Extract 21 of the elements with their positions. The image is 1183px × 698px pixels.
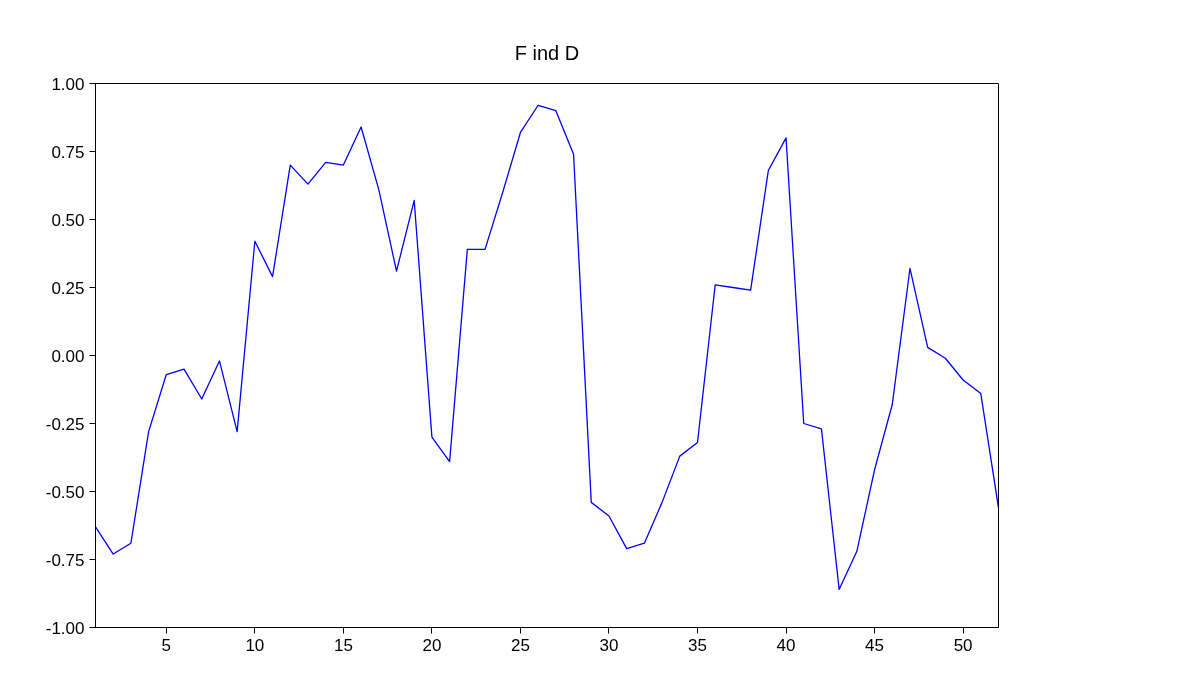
chart-title: F ind D	[514, 41, 580, 64]
x-tick-label: 10	[245, 635, 265, 655]
y-tick-label: 1.00	[51, 74, 85, 94]
y-tick-label: -1.00	[45, 618, 85, 638]
y-tick-label: 0.50	[51, 210, 85, 230]
y-tick-label: -0.25	[45, 414, 85, 434]
y-tick-label: -0.75	[45, 550, 85, 570]
y-tick-label: 0.75	[51, 142, 85, 162]
x-tick-label: 40	[776, 635, 796, 655]
y-tick-label: 0.25	[51, 278, 85, 298]
x-tick-label: 45	[865, 635, 885, 655]
x-tick-label: 25	[510, 635, 530, 655]
x-tick-label: 5	[161, 635, 172, 655]
x-tick-label: 30	[599, 635, 619, 655]
x-tick-label: 15	[333, 635, 353, 655]
line-series	[95, 104, 999, 591]
y-tick-label: -0.50	[45, 482, 85, 502]
x-tick-label: 20	[422, 635, 442, 655]
x-tick-label: 35	[688, 635, 707, 655]
y-tick-label: 0.00	[51, 346, 85, 366]
x-tick-label: 50	[953, 635, 973, 655]
